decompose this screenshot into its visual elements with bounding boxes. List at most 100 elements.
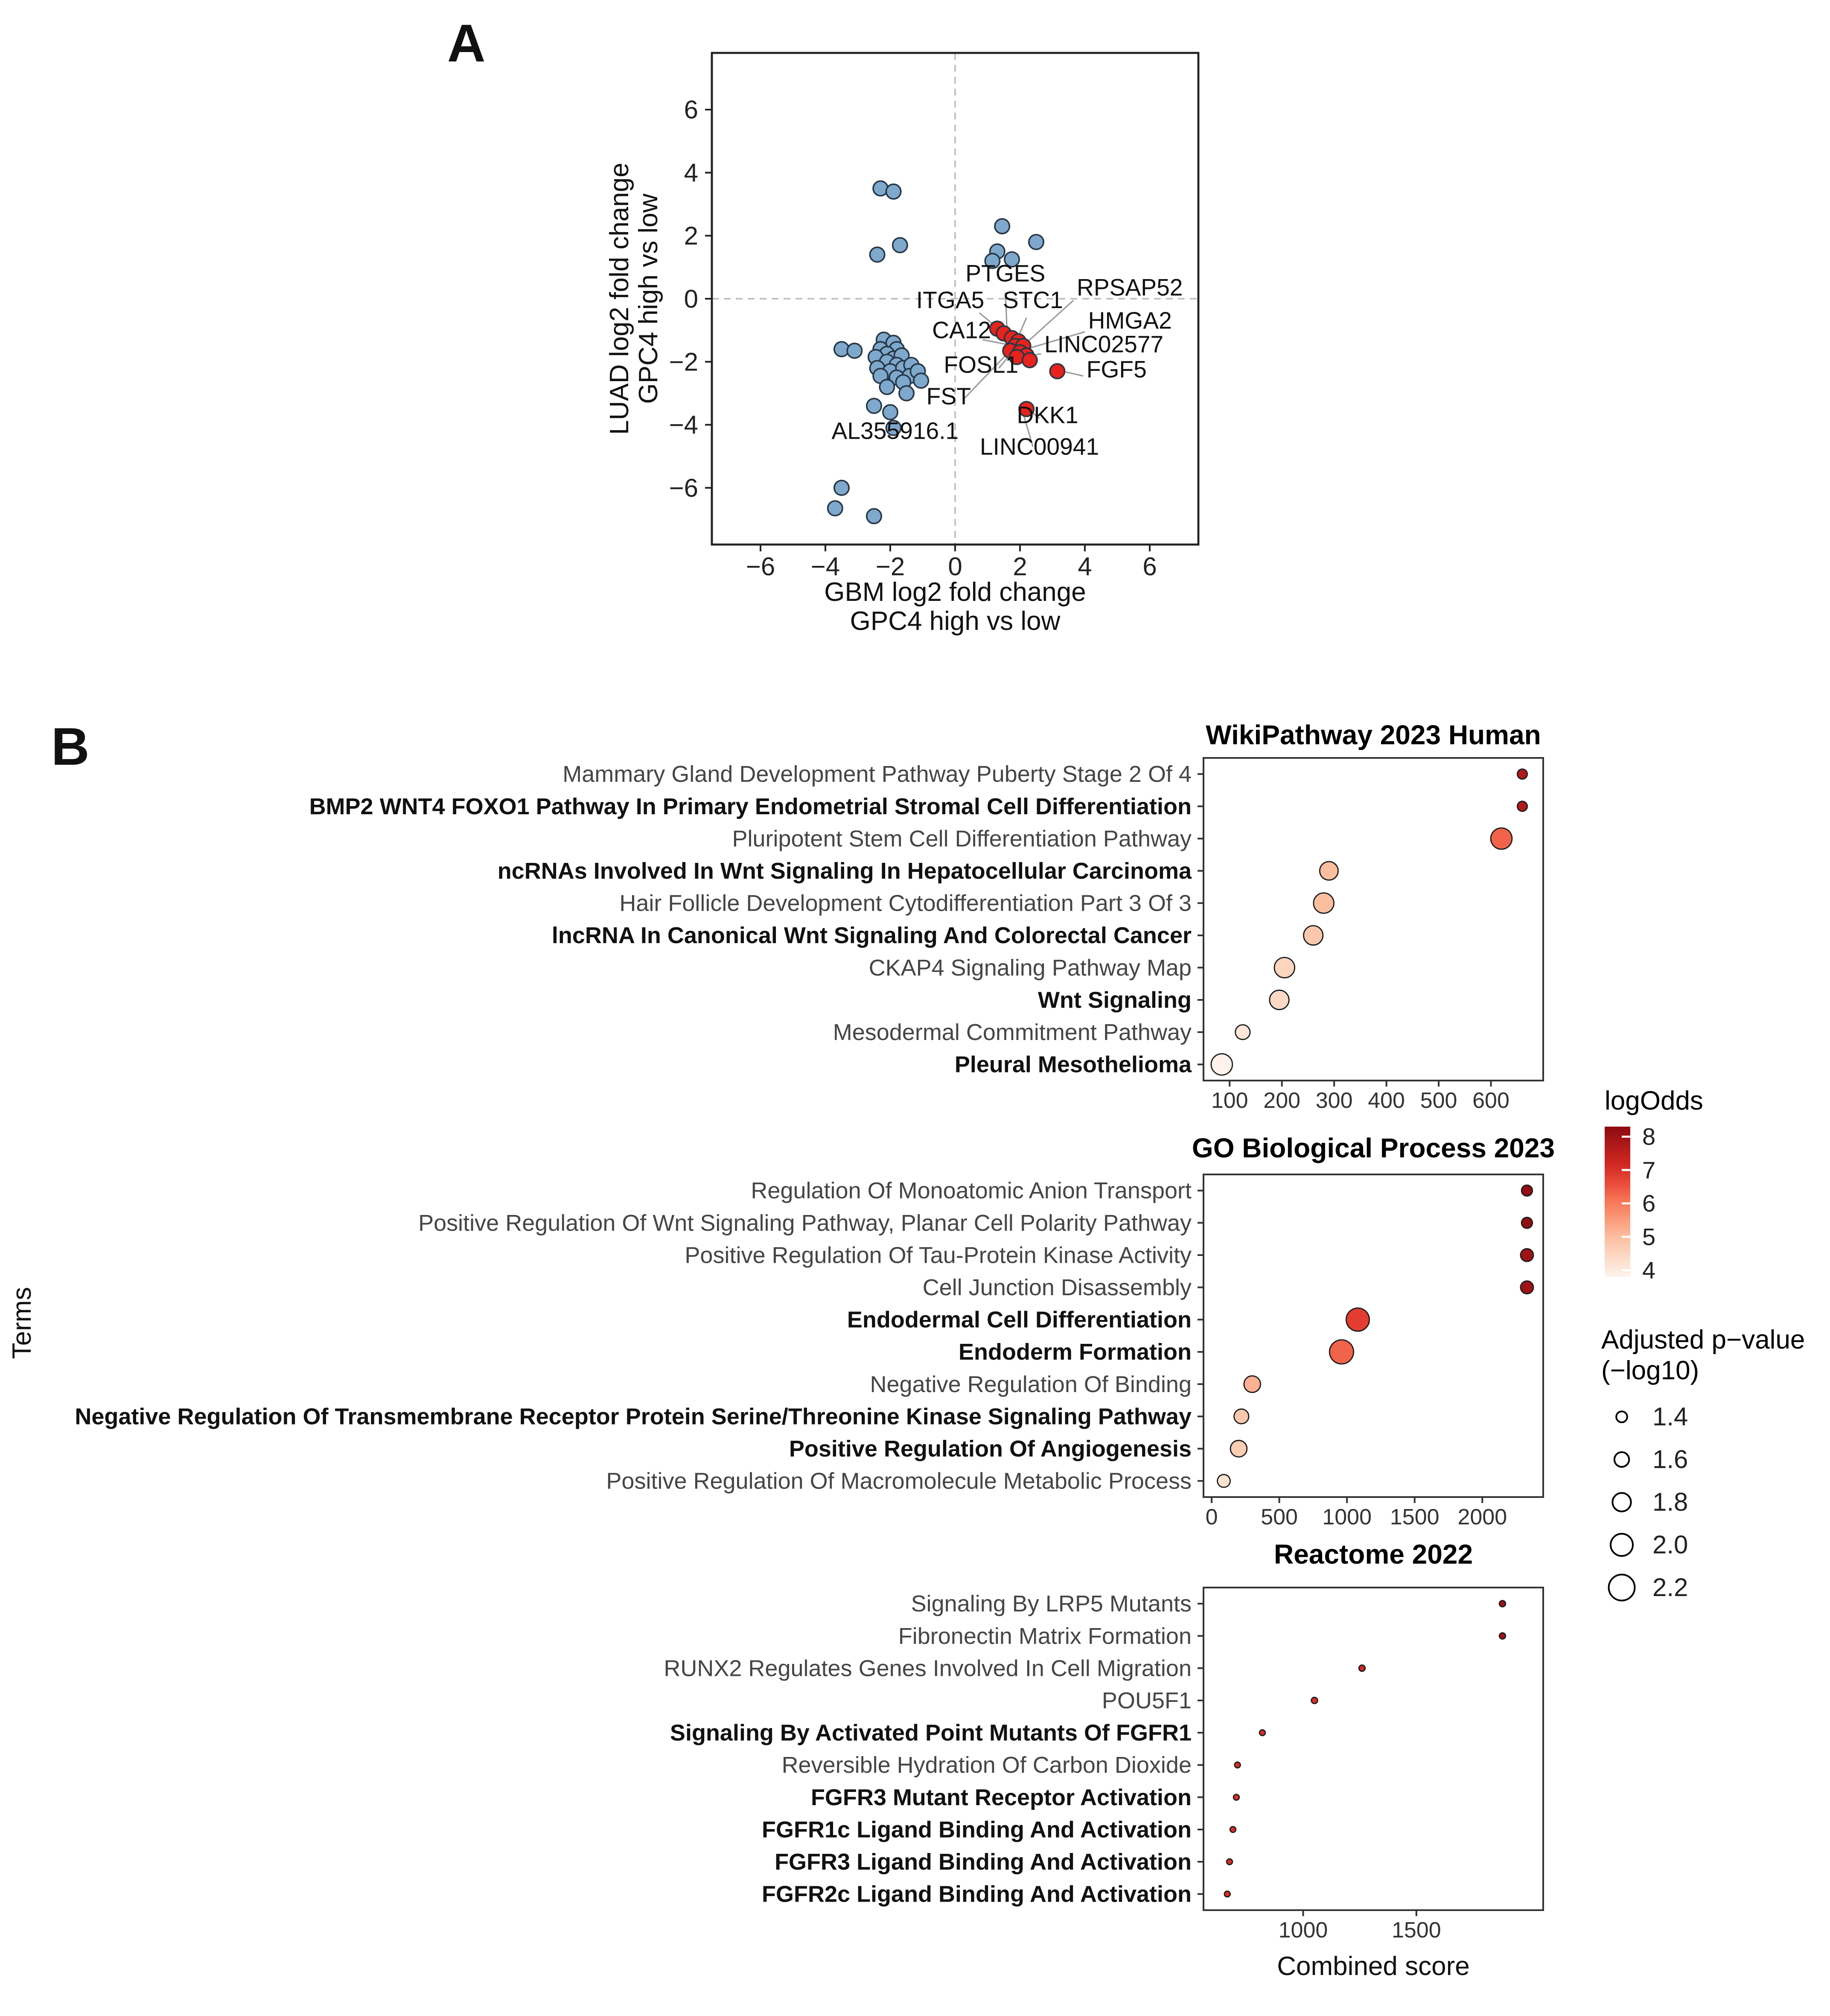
x-tick-label: 0 bbox=[1206, 1505, 1218, 1529]
term-dot bbox=[1490, 827, 1513, 850]
gene-label-leader-line bbox=[1023, 414, 1034, 447]
data-point bbox=[869, 246, 886, 263]
scatter-series-red-points bbox=[989, 320, 1066, 417]
x-tick-label: 200 bbox=[1263, 1088, 1300, 1113]
colorbar-tick-label: 5 bbox=[1642, 1223, 1655, 1250]
term-label: Endoderm Formation bbox=[959, 1339, 1192, 1365]
gene-label: HMGA2 bbox=[1088, 307, 1172, 334]
term-dot bbox=[1217, 1474, 1231, 1488]
data-point bbox=[1004, 251, 1020, 268]
term-label: Cell Junction Disassembly bbox=[923, 1275, 1192, 1300]
dotplot-border bbox=[1203, 757, 1544, 1081]
y-tick-label: −2 bbox=[669, 347, 698, 376]
term-label: CKAP4 Signaling Pathway Map bbox=[869, 955, 1192, 981]
scatter-series-blue-points bbox=[827, 180, 1045, 524]
term-dot bbox=[1303, 925, 1324, 946]
term-dot bbox=[1498, 1600, 1507, 1608]
term-dot bbox=[1233, 1794, 1240, 1801]
data-point bbox=[984, 253, 1001, 269]
term-label: Positive Regulation Of Angiogenesis bbox=[789, 1436, 1192, 1462]
size-legend-circle bbox=[1610, 1533, 1634, 1557]
term-label: Wnt Signaling bbox=[1038, 987, 1192, 1013]
panel-a-y-axis-title: GPC4 high vs low bbox=[634, 193, 663, 404]
size-legend-circle bbox=[1608, 1573, 1636, 1602]
data-point bbox=[879, 379, 895, 395]
panel-a-y-axis-title: LUAD log2 fold change bbox=[605, 163, 634, 435]
x-tick-label: −4 bbox=[811, 552, 840, 581]
y-tick-label: −4 bbox=[669, 411, 698, 439]
x-tick-label: 400 bbox=[1368, 1088, 1405, 1113]
y-tick-label: 0 bbox=[684, 285, 698, 313]
term-dot bbox=[1346, 1307, 1370, 1332]
panel-a-x-axis-title: GPC4 high vs low bbox=[850, 606, 1061, 636]
x-tick-label: 600 bbox=[1472, 1088, 1509, 1113]
term-dot bbox=[1229, 1826, 1237, 1833]
dotplot-go-biological-process-2023: GO Biological Process 2023 0 500 1000 1500 20… bbox=[75, 1133, 1555, 1529]
size-legend-circle bbox=[1613, 1451, 1630, 1468]
term-label: Pluripotent Stem Cell Differentiation Pa… bbox=[732, 826, 1192, 851]
gene-label-leader-line bbox=[1031, 331, 1085, 348]
term-dot bbox=[1516, 801, 1528, 812]
term-label: Negative Regulation Of Transmembrane Rec… bbox=[75, 1404, 1192, 1429]
data-point bbox=[885, 420, 902, 436]
term-dot bbox=[1269, 989, 1290, 1011]
gene-label: STC1 bbox=[1003, 287, 1063, 313]
size-legend-value: 1.6 bbox=[1652, 1445, 1688, 1474]
x-tick-label: 100 bbox=[1211, 1088, 1248, 1113]
x-tick-label: 300 bbox=[1316, 1088, 1353, 1113]
size-legend-value: 1.4 bbox=[1652, 1402, 1688, 1431]
data-point bbox=[898, 385, 915, 402]
combined-score-axis-title: Combined score bbox=[1277, 1952, 1469, 1981]
gene-label: ITGA5 bbox=[916, 287, 984, 313]
colorbar-tick-label: 7 bbox=[1642, 1157, 1655, 1183]
term-dot bbox=[1226, 1858, 1233, 1865]
data-point bbox=[994, 218, 1011, 235]
term-dot bbox=[1273, 957, 1296, 979]
term-dot bbox=[1358, 1664, 1366, 1672]
term-label: FGFR2c Ligand Binding And Activation bbox=[762, 1882, 1192, 1907]
x-tick-label: 1500 bbox=[1390, 1505, 1440, 1529]
gene-label-leader-line bbox=[982, 339, 1007, 345]
y-tick-label: 2 bbox=[684, 221, 698, 250]
x-tick-label: 500 bbox=[1261, 1505, 1298, 1529]
dotplot-reactome-2022: Reactome 2022 1000 1500 Signaling By LRP5 M… bbox=[664, 1539, 1544, 1981]
x-tick-label: 0 bbox=[948, 552, 962, 581]
data-point bbox=[866, 398, 883, 414]
size-legend-value: 2.2 bbox=[1652, 1573, 1688, 1602]
data-point bbox=[913, 372, 930, 389]
term-dot bbox=[1520, 1280, 1534, 1295]
dotplot-border bbox=[1203, 1174, 1544, 1498]
panel-a-x-axis-title: GBM log2 fold change bbox=[824, 577, 1086, 607]
y-tick-label: 4 bbox=[684, 158, 698, 187]
term-label: BMP2 WNT4 FOXO1 Pathway In Primary Endom… bbox=[309, 794, 1192, 819]
data-point bbox=[1028, 234, 1045, 251]
dotplot-wikipathway-2023-human: WikiPathway 2023 Human 100 200 300 400 500 600… bbox=[309, 720, 1544, 1113]
term-dot bbox=[1521, 1217, 1533, 1229]
gene-label: FGF5 bbox=[1087, 356, 1147, 383]
term-label: FGFR1c Ligand Binding And Activation bbox=[762, 1817, 1192, 1842]
data-point bbox=[866, 508, 883, 524]
term-dot bbox=[1259, 1729, 1266, 1736]
gene-label: FOSL1 bbox=[944, 352, 1018, 378]
term-dot bbox=[1210, 1053, 1233, 1076]
term-dot bbox=[1224, 1891, 1231, 1898]
data-point bbox=[1021, 352, 1038, 368]
term-label: FGFR3 Ligand Binding And Activation bbox=[775, 1849, 1192, 1875]
data-point bbox=[885, 183, 902, 200]
term-dot bbox=[1230, 1439, 1248, 1458]
data-point bbox=[1018, 401, 1035, 417]
term-dot bbox=[1516, 768, 1528, 780]
gene-label: LINC02577 bbox=[1044, 331, 1163, 358]
term-dot bbox=[1520, 1248, 1534, 1262]
legend-group: logOdds 8 7 6 5 4 Adjusted p−value(−log10) 1.4 1… bbox=[1601, 1086, 1805, 1602]
y-tick-label: −6 bbox=[669, 474, 698, 502]
chart-title: WikiPathway 2023 Human bbox=[1206, 720, 1541, 750]
size-legend-value: 1.8 bbox=[1652, 1488, 1688, 1516]
gene-label-leader-line bbox=[962, 353, 1008, 400]
terms-axis-label: Terms bbox=[7, 1287, 37, 1359]
colorbar-tick-label: 4 bbox=[1642, 1257, 1655, 1284]
term-label: Fibronectin Matrix Formation bbox=[898, 1623, 1192, 1649]
term-dot bbox=[1243, 1375, 1261, 1393]
